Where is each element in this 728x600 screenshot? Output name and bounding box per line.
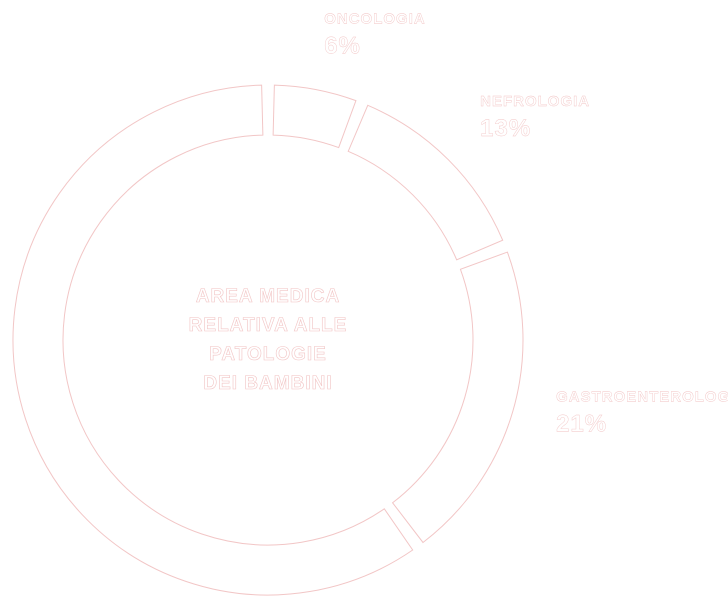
segment-label: NEFROLOGIA <box>480 93 590 110</box>
donut-segment <box>272 84 357 149</box>
center-text: AREA MEDICA <box>196 286 340 307</box>
segment-value: 21% <box>556 411 607 438</box>
segment-value: 13% <box>480 115 531 142</box>
segment-label: GASTROENTEROLOGIA <box>556 389 728 406</box>
center-text: PATOLOGIE <box>209 344 327 365</box>
segment-value: 6% <box>324 32 361 59</box>
center-text: RELATIVA ALLE <box>189 315 348 336</box>
donut-segment <box>391 251 524 544</box>
segment-label: ONCOLOGIA <box>324 10 426 27</box>
center-text: DEI BAMBINI <box>203 373 332 394</box>
donut-segment <box>347 104 504 261</box>
donut-segment <box>12 84 414 596</box>
